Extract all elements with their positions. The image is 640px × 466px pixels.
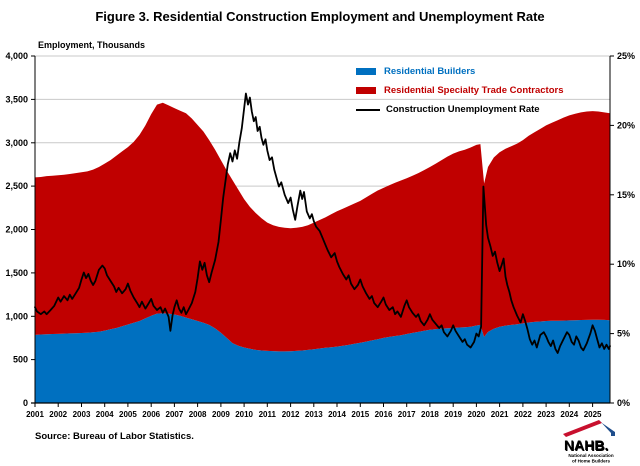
- legend: Residential Builders Residential Special…: [356, 62, 564, 119]
- y-left-tick-label: 1,500: [5, 268, 28, 278]
- y-left-tick-label: 0: [23, 398, 28, 408]
- x-tick-label: 2022: [514, 410, 532, 419]
- y-left-tick-label: 2,000: [5, 225, 28, 235]
- y-right-tick-label: 20%: [617, 120, 635, 130]
- x-tick-label: 2013: [305, 410, 323, 419]
- x-tick-label: 2017: [398, 410, 416, 419]
- legend-item-specialty-trade-contractors: Residential Specialty Trade Contractors: [356, 81, 564, 100]
- builders-area-swatch-icon: [356, 68, 376, 75]
- x-tick-label: 2004: [96, 410, 114, 419]
- x-tick-label: 2016: [375, 410, 393, 419]
- x-tick-label: 2024: [560, 410, 578, 419]
- area-residential-specialty-trade-contractors: [35, 102, 610, 352]
- x-tick-label: 2002: [49, 410, 67, 419]
- x-tick-label: 2025: [584, 410, 602, 419]
- logo-subtext-line1: National Association: [568, 453, 613, 458]
- area-residential-builders: [35, 313, 610, 403]
- x-tick-label: 2005: [119, 410, 137, 419]
- legend-item-unemployment-rate: Construction Unemployment Rate: [356, 100, 564, 119]
- y-left-tick-label: 4,000: [5, 51, 28, 61]
- legend-label: Residential Specialty Trade Contractors: [384, 85, 564, 96]
- x-tick-label: 2009: [212, 410, 230, 419]
- rate-line-swatch-icon: [356, 108, 380, 111]
- x-tick-label: 2008: [189, 410, 207, 419]
- y-right-tick-label: 10%: [617, 259, 635, 269]
- x-tick-label: 2014: [328, 410, 346, 419]
- x-tick-label: 2023: [537, 410, 555, 419]
- x-tick-label: 2015: [351, 410, 369, 419]
- y-left-tick-label: 2,500: [5, 181, 28, 191]
- x-tick-label: 2003: [73, 410, 91, 419]
- x-tick-label: 2001: [26, 410, 44, 419]
- x-tick-label: 2010: [235, 410, 253, 419]
- legend-label: Construction Unemployment Rate: [386, 104, 540, 115]
- x-tick-label: 2006: [142, 410, 160, 419]
- logo-text: NAHB.: [564, 437, 608, 453]
- y-right-tick-label: 0%: [617, 398, 630, 408]
- x-tick-label: 2019: [444, 410, 462, 419]
- y-right-tick-label: 25%: [617, 51, 635, 61]
- y-right-tick-label: 5%: [617, 329, 630, 339]
- legend-label: Residential Builders: [384, 66, 476, 77]
- y-left-tick-label: 1,000: [5, 311, 28, 321]
- x-tick-label: 2020: [468, 410, 486, 419]
- x-tick-label: 2011: [259, 410, 277, 419]
- roof-left-icon: [563, 420, 602, 437]
- left-axis-unit-label: Employment, Thousands: [38, 40, 146, 50]
- y-left-tick-label: 3,000: [5, 138, 28, 148]
- x-tick-label: 2012: [282, 410, 300, 419]
- nahb-logo: NAHB. NAHB. National Association of Home…: [563, 420, 615, 464]
- legend-item-residential-builders: Residential Builders: [356, 62, 564, 81]
- x-tick-label: 2018: [421, 410, 439, 419]
- page-title: Figure 3. Residential Construction Emplo…: [95, 9, 545, 24]
- y-left-tick-label: 500: [13, 355, 28, 365]
- source-note: Source: Bureau of Labor Statistics.: [35, 431, 194, 442]
- contractors-area-swatch-icon: [356, 87, 376, 94]
- x-tick-label: 2007: [166, 410, 184, 419]
- x-tick-label: 2021: [491, 410, 509, 419]
- logo-subtext-line2: of Home Builders: [572, 459, 610, 464]
- logo-text-shadow: NAHB.: [565, 438, 609, 454]
- roof-right-icon: [599, 420, 615, 436]
- y-left-tick-label: 3,500: [5, 94, 28, 104]
- line-construction-unemployment-rate: [34, 92, 611, 354]
- y-right-tick-label: 15%: [617, 190, 635, 200]
